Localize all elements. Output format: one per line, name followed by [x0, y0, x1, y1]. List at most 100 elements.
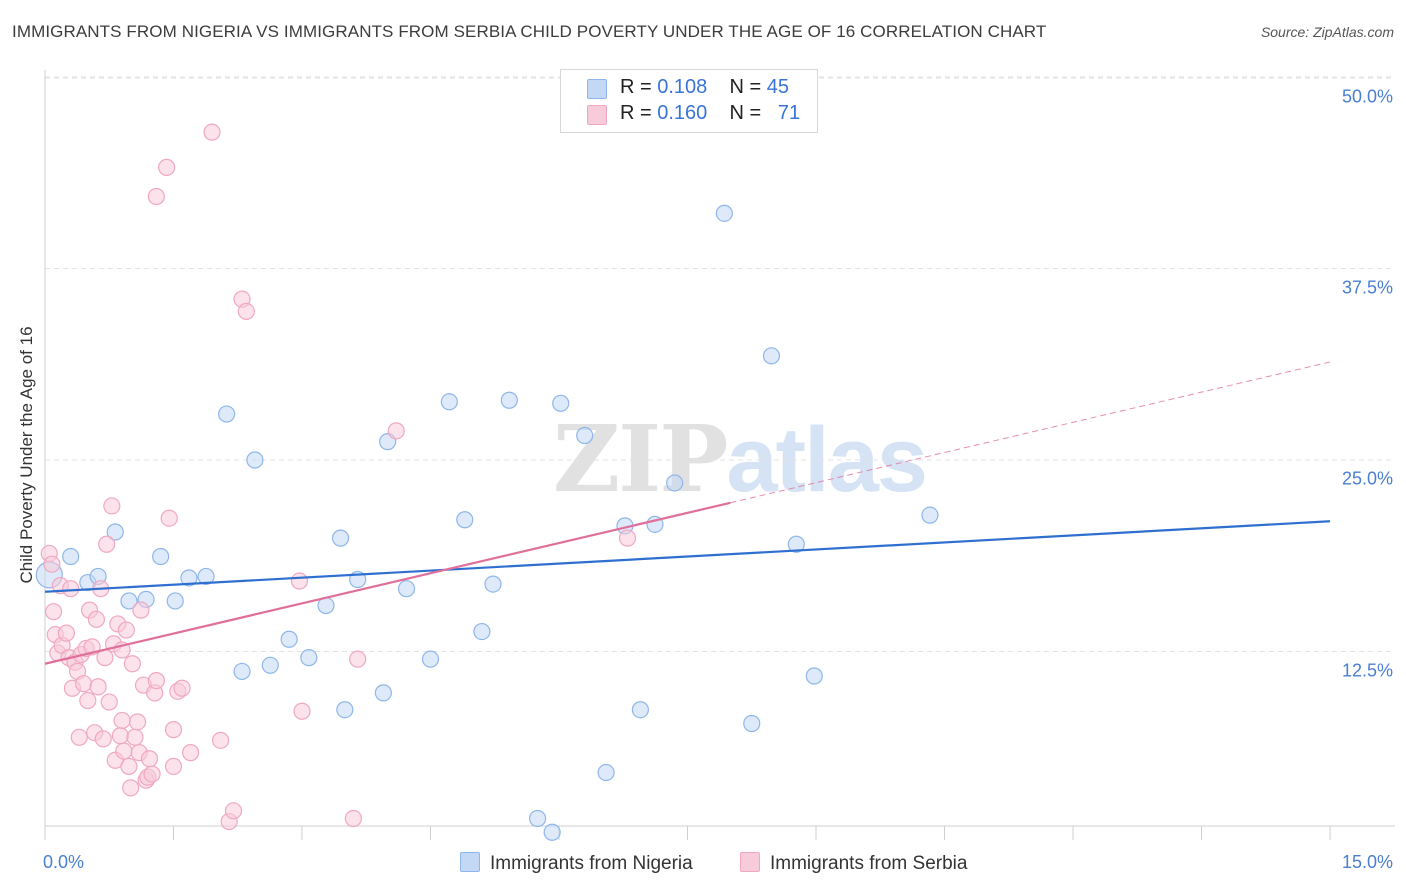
y-tick-label: 50.0%	[1341, 86, 1393, 107]
nigeria-point	[743, 714, 761, 733]
source-label: Source: ZipAtlas.com	[1260, 24, 1394, 40]
nigeria-point	[597, 763, 615, 782]
nigeria-point	[921, 506, 939, 524]
serbia-point	[147, 672, 165, 690]
r-value: 0.160	[657, 102, 708, 124]
serbia-point	[115, 742, 133, 760]
serbia-point	[173, 679, 191, 697]
y-tick-label: 25.0%	[1341, 468, 1393, 489]
n-value: 71	[777, 102, 801, 124]
serbia-point	[98, 535, 116, 553]
serbia-point	[126, 728, 144, 746]
legend-label: Immigrants from Serbia	[770, 853, 968, 874]
n-label: N =	[729, 76, 767, 98]
nigeria-point	[280, 630, 298, 648]
nigeria-point	[180, 569, 198, 587]
legend-swatch	[587, 105, 607, 125]
r-label: R =	[620, 102, 658, 124]
serbia-point	[87, 610, 106, 628]
serbia-point	[74, 675, 93, 693]
nigeria-point	[762, 347, 781, 365]
serbia-point	[164, 757, 183, 776]
nigeria-point	[715, 204, 733, 222]
nigeria-point	[576, 426, 594, 445]
nigeria-point	[440, 393, 458, 411]
r-label: R =	[620, 76, 658, 98]
serbia-point	[120, 757, 138, 776]
serbia-point	[122, 779, 140, 797]
serbia-point	[123, 655, 141, 673]
nigeria-point	[197, 567, 215, 586]
nigeria-point	[484, 575, 502, 593]
serbia-trend-line-dashed	[730, 361, 1331, 504]
legend-item-nigeria: Immigrants from Nigeria	[460, 852, 693, 875]
serbia-point	[100, 693, 118, 711]
y-tick-label: 12.5%	[1341, 660, 1393, 681]
nigeria-point	[631, 701, 649, 719]
serbia-point	[70, 728, 88, 746]
nigeria-point	[152, 547, 170, 566]
nigeria-point	[166, 592, 184, 610]
stats-legend: R = 0.108 N = 45 R = 0.160 N = 71	[560, 69, 818, 133]
serbia-point	[618, 529, 637, 547]
nigeria-point	[106, 523, 124, 541]
nigeria-point	[456, 511, 474, 529]
serbia-point	[117, 621, 135, 639]
serbia-point	[344, 809, 362, 828]
serbia-point	[43, 555, 61, 573]
legend-swatch	[587, 79, 607, 99]
nigeria-point	[543, 823, 561, 841]
serbia-point	[147, 187, 165, 206]
y-tick-label: 37.5%	[1341, 277, 1393, 298]
serbia-point	[89, 678, 107, 696]
nigeria-point	[374, 684, 392, 702]
serbia-point	[79, 691, 97, 710]
nigeria-point	[300, 649, 318, 667]
nigeria-point	[62, 547, 80, 566]
nigeria-point	[397, 580, 416, 598]
serbia-point	[132, 601, 150, 619]
serbia-point	[237, 302, 255, 320]
legend-swatch	[740, 852, 760, 872]
legend-label: Immigrants from Nigeria	[490, 853, 693, 874]
nigeria-point	[500, 391, 518, 409]
serbia-point	[62, 580, 80, 598]
serbia-point	[57, 624, 76, 642]
legend-item-serbia: Immigrants from Serbia	[740, 852, 967, 875]
serbia-point	[143, 765, 161, 783]
serbia-point	[349, 650, 367, 668]
serbia-point	[94, 730, 112, 748]
r-value: 0.108	[657, 76, 708, 98]
legend-swatch	[460, 852, 480, 872]
nigeria-point	[218, 405, 236, 423]
serbia-point	[293, 702, 311, 720]
x-tick-label: 15.0%	[1341, 852, 1393, 872]
serbia-trend-line	[44, 501, 731, 665]
serbia-point	[224, 802, 243, 820]
nigeria-point	[473, 622, 491, 641]
n-value: 45	[766, 76, 790, 98]
nigeria-point	[552, 394, 570, 412]
serbia-point	[290, 572, 309, 590]
serbia-point	[44, 603, 63, 621]
nigeria-point	[331, 529, 350, 547]
y-axis-label: Child Poverty Under the Age of 16	[17, 326, 36, 584]
nigeria-point	[805, 667, 823, 685]
nigeria-point	[246, 451, 264, 469]
serbia-point	[203, 123, 221, 141]
nigeria-point	[120, 592, 138, 610]
serbia-point	[128, 713, 147, 731]
serbia-point	[111, 727, 129, 745]
serbia-point	[387, 422, 405, 440]
serbia-point	[164, 721, 183, 739]
nigeria-trend-line	[44, 520, 1331, 593]
serbia-point	[140, 750, 159, 768]
watermark-zip: ZIP	[553, 405, 728, 513]
nigeria-point	[421, 650, 440, 668]
nigeria-point	[261, 656, 279, 674]
serbia-point	[212, 731, 230, 749]
serbia-point	[160, 509, 178, 527]
nigeria-point	[233, 662, 251, 681]
n-label: N =	[729, 102, 767, 124]
